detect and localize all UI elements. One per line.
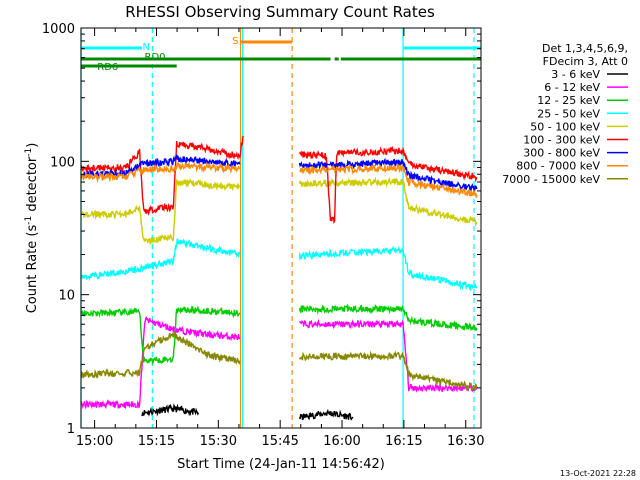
x-tick-label: 16:15 (385, 434, 422, 449)
y-tick-label: 100 (50, 155, 75, 170)
x-tick-label: 15:30 (200, 434, 237, 449)
series-6-12-kev-segment-1 (298, 318, 478, 393)
flag-label-n: N (142, 42, 149, 53)
y-tick-label: 1 (67, 422, 75, 437)
series-7000-15000-kev-segment-0 (80, 331, 241, 380)
legend-label-6-12-kev: 6 - 12 keV (544, 81, 600, 94)
x-axis-label: Start Time (24-Jan-11 14:56:42) (177, 457, 385, 472)
plot-data-layer: N S RD0 RD6 (80, 28, 481, 428)
legend-label-12-25-kev: 12 - 25 keV (537, 94, 600, 107)
plot-frame-layer: 15:00 15:15 15:30 15:45 16:00 16:15 16:30 1 10 10… (42, 22, 485, 449)
series-100-300-kev-segment-0 (80, 135, 244, 216)
x-tick-label: 15:00 (76, 434, 113, 449)
chart-title: RHESSI Observing Summary Count Rates (125, 3, 435, 21)
series-25-50-kev-segment-0 (80, 237, 241, 282)
series-300-800-kev-segment-1 (298, 157, 478, 194)
legend-label-800-7000-kev: 800 - 7000 keV (516, 160, 600, 173)
legend-label-25-50-kev: 25 - 50 keV (537, 107, 600, 120)
legend-label-100-300-kev: 100 - 300 keV (523, 134, 600, 147)
series-12-25-kev-segment-0 (80, 304, 241, 366)
legend-header-line-2: FDecim 3, Att 0 (543, 55, 628, 68)
series-7000-15000-kev-segment-1 (298, 350, 478, 392)
plot-frame (80, 27, 482, 429)
flag-label-rd0: RD0 (145, 52, 166, 63)
flag-label-rd6: RD6 (97, 62, 118, 73)
series-800-7000-kev-segment-0 (80, 161, 241, 183)
y-axis-label: Count Rate (s-1 detector-1) (24, 143, 40, 314)
legend-label-300-800-kev: 300 - 800 keV (523, 147, 600, 160)
series-25-50-kev-segment-1 (298, 245, 478, 292)
legend-label-3-6-kev: 3 - 6 keV (551, 68, 600, 81)
series-100-300-kev-segment-1 (298, 145, 478, 225)
series-800-7000-kev-segment-1 (299, 162, 478, 198)
series-3-6-kev-segment-0 (141, 403, 200, 417)
y-tick-label: 10 (58, 289, 75, 304)
x-tick-label: 15:15 (138, 434, 175, 449)
series-50-100-kev-segment-1 (298, 176, 478, 227)
x-tick-label: 16:00 (323, 434, 360, 449)
legend-header-line-1: Det 1,3,4,5,6,9, (542, 42, 628, 55)
footer-timestamp: 13-Oct-2021 22:28 (560, 469, 636, 478)
legend-label-7000-15000-kev: 7000 - 15000 keV (502, 173, 600, 186)
series-3-6-kev-segment-1 (298, 408, 354, 421)
series-12-25-kev-segment-1 (298, 303, 478, 332)
y-tick-label: 1000 (42, 22, 75, 37)
series-6-12-kev-segment-0 (80, 316, 241, 410)
series-50-100-kev-segment-0 (80, 178, 241, 245)
x-tick-label: 15:45 (261, 434, 298, 449)
flag-label-s: S (232, 36, 238, 47)
legend-label-50-100-kev: 50 - 100 keV (530, 120, 600, 133)
x-tick-label: 16:30 (447, 434, 484, 449)
